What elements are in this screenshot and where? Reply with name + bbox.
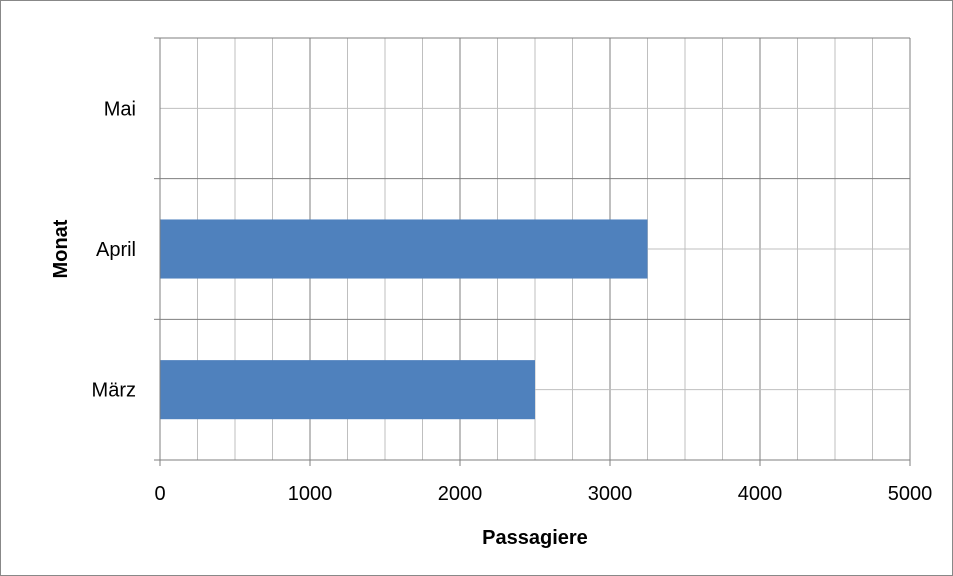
- bar-märz: [160, 360, 535, 420]
- y-tick-label: April: [96, 239, 136, 261]
- bars: [160, 219, 648, 420]
- tick-labels: 0 1000 2000 3000 4000 5000 März April Mai: [92, 98, 933, 505]
- y-tick-label: Mai: [104, 98, 136, 120]
- x-tick-label: 0: [154, 483, 165, 505]
- bar-april: [160, 219, 648, 279]
- x-tick-label: 5000: [888, 483, 933, 505]
- x-tick-label: 1000: [288, 483, 333, 505]
- x-tick-label: 2000: [438, 483, 483, 505]
- y-tick-label: März: [92, 380, 136, 402]
- axes: [154, 37, 911, 466]
- y-axis-title: Monat: [50, 219, 72, 278]
- x-axis-title: Passagiere: [482, 527, 588, 549]
- x-tick-label: 3000: [588, 483, 633, 505]
- x-tick-label: 4000: [738, 483, 783, 505]
